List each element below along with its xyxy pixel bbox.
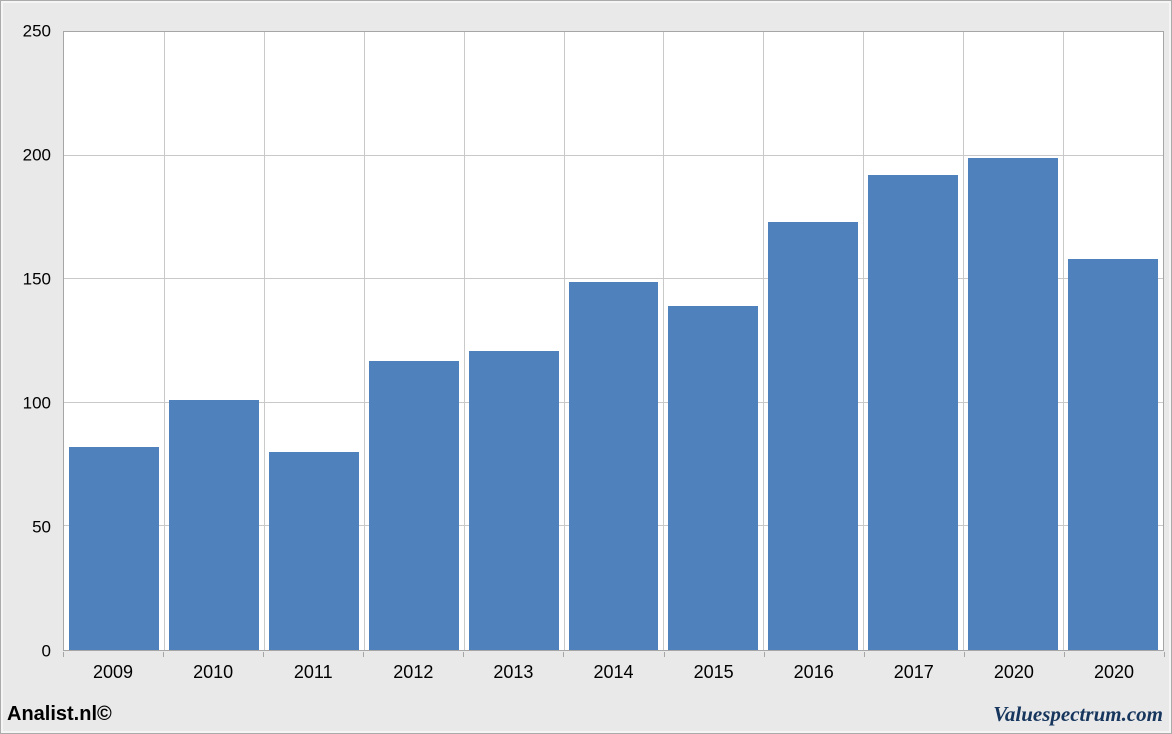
bar-2020-10 [1068, 259, 1158, 650]
bar-slot-2014-5 [564, 32, 664, 650]
x-tick-label-10: 2020 [1093, 662, 1134, 682]
vertical-gridline [263, 32, 265, 650]
bar-slot-2013-4 [464, 32, 564, 650]
bar-2012-3 [368, 360, 459, 650]
bar-slot-2010-1 [164, 32, 264, 650]
x-tick-label-2: 2011 [293, 662, 333, 682]
x-axis-tick-mark [63, 652, 64, 657]
vertical-gridline [1063, 32, 1065, 650]
x-tick-label-4: 2013 [493, 662, 534, 682]
bar-2011-2 [268, 452, 359, 650]
bar-2016-7 [768, 222, 859, 650]
x-axis-tick-mark [663, 652, 665, 657]
vertical-gridline [363, 32, 365, 650]
y-axis: 0 50 100 150 200 250 [1, 23, 57, 660]
y-tick-label: 200 [22, 145, 51, 165]
x-tick-label-8: 2017 [893, 662, 934, 682]
y-tick-label: 100 [22, 393, 51, 413]
bar-2013-4 [468, 350, 559, 650]
vertical-gridline [663, 32, 665, 650]
bar-slot-2016-7 [763, 32, 863, 650]
x-axis-tick-mark [863, 652, 865, 657]
y-tick-label: 50 [32, 517, 51, 537]
bar-slot-2011-2 [264, 32, 364, 650]
x-tick-label-7: 2016 [793, 662, 834, 682]
vertical-gridline [563, 32, 565, 650]
x-tick-label-5: 2014 [593, 662, 634, 682]
y-tick-label: 250 [22, 21, 51, 41]
x-axis-tick-mark [163, 652, 165, 657]
bar-slot-2009-0 [64, 32, 164, 650]
bar-2015-6 [668, 306, 759, 650]
bar-2020-9 [968, 158, 1059, 650]
bar-2009-0 [68, 447, 159, 650]
bar-slot-2020-9 [963, 32, 1063, 650]
x-axis-tick-mark [763, 652, 765, 657]
horizontal-gridline [64, 154, 1163, 156]
x-axis-tick-mark [263, 652, 265, 657]
bar-2017-8 [868, 175, 959, 650]
vertical-gridline [763, 32, 765, 650]
plot-area [63, 31, 1164, 651]
bar-2010-1 [168, 400, 259, 650]
bar-slot-2017-8 [863, 32, 963, 650]
source-analist-label: Analist.nl© [7, 702, 112, 725]
vertical-gridline [963, 32, 965, 650]
x-tick-label-9: 2020 [993, 662, 1034, 682]
bar-slot-2020-10 [1063, 32, 1163, 650]
y-tick-label: 150 [22, 269, 51, 289]
x-axis-tick-mark [563, 652, 565, 657]
x-tick-label-1: 2010 [193, 662, 234, 682]
x-axis-tick-mark [1164, 652, 1165, 657]
x-axis-tick-mark [463, 652, 465, 657]
x-tick-label-3: 2012 [393, 662, 434, 682]
x-axis-tick-mark [963, 652, 965, 657]
bar-slot-2015-6 [663, 32, 763, 650]
vertical-gridline [863, 32, 865, 650]
y-tick-label: 0 [41, 641, 51, 661]
x-tick-label-0: 2009 [93, 662, 134, 682]
x-axis-tick-mark [363, 652, 365, 657]
bar-slot-2012-3 [364, 32, 464, 650]
bars-layer [64, 32, 1163, 650]
vertical-gridline [463, 32, 465, 650]
x-axis-tick-mark [1063, 652, 1065, 657]
footer: Analist.nl© Valuespectrum.com [1, 699, 1171, 733]
vertical-gridline [163, 32, 165, 650]
x-tick-label-6: 2015 [693, 662, 734, 682]
horizontal-gridline [64, 278, 1163, 280]
bar-2014-5 [568, 281, 659, 650]
x-axis: 2009 2010 2011 2012 2013 2014 2015 2016 2017 2020… [63, 652, 1164, 690]
source-valuespectrum-label: Valuespectrum.com [993, 701, 1163, 726]
